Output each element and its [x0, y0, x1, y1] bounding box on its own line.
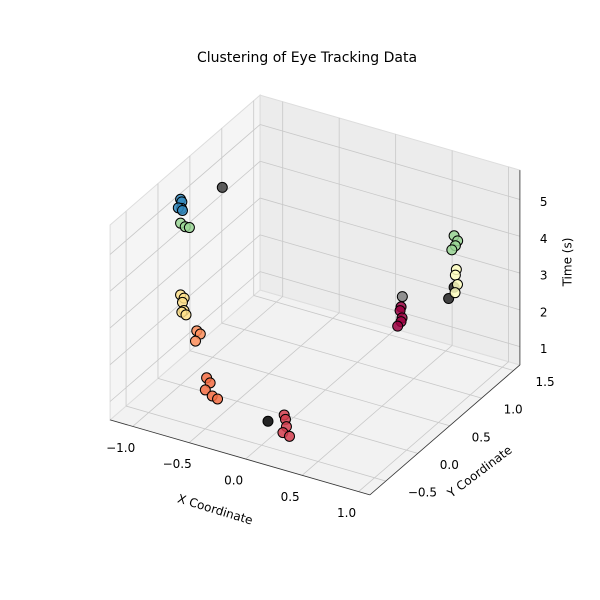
point [396, 291, 408, 303]
y-tick-label: 0.0 [440, 458, 459, 472]
grid-line [188, 312, 340, 444]
point [180, 309, 192, 321]
grid-line [189, 350, 450, 427]
grid-line [109, 124, 261, 255]
grid-line [221, 322, 482, 399]
z-tick-label: 2 [540, 305, 548, 319]
y-tick-label: 1.0 [504, 403, 523, 417]
z-axis-label: Time (s) [561, 238, 575, 288]
grid-line [109, 271, 261, 402]
x-axis-label: X Coordinate [176, 491, 255, 527]
axis-line [109, 419, 371, 496]
grid-line [259, 160, 521, 237]
grid-line [358, 361, 509, 492]
point [199, 384, 211, 396]
grid-line [125, 405, 386, 482]
grid-line [301, 345, 453, 476]
grid-line [259, 197, 521, 274]
y-tick-label: 0.5 [472, 430, 491, 444]
grid-line [245, 328, 396, 460]
z-tick-label: 3 [540, 269, 548, 283]
x-tick-label: −1.0 [106, 441, 135, 455]
grid-line [132, 296, 283, 427]
grid-line [259, 271, 521, 347]
grid-line [259, 234, 521, 311]
point [449, 287, 461, 299]
x-tick-label: 0.0 [224, 474, 243, 488]
z-tick-label: 4 [540, 232, 548, 246]
point [392, 320, 404, 332]
axis-line [369, 364, 521, 496]
grid-line [259, 124, 521, 200]
point [446, 244, 458, 256]
y-tick-label: −0.5 [408, 486, 437, 500]
y-tick-label: 1.5 [536, 375, 555, 389]
grid-line [253, 295, 514, 371]
grid-line [109, 197, 261, 329]
point [449, 269, 461, 281]
point [216, 181, 228, 193]
z-tick-label: 1 [540, 342, 548, 356]
z-tick-label: 5 [540, 195, 548, 209]
point [212, 393, 224, 405]
point [183, 222, 195, 234]
point [176, 204, 188, 216]
point [262, 415, 274, 427]
x-tick-label: 0.5 [281, 490, 300, 504]
point [284, 430, 296, 442]
x-tick-label: −0.5 [163, 457, 192, 471]
chart-title: Clustering of Eye Tracking Data [197, 50, 417, 66]
x-tick-label: 1.0 [337, 506, 356, 520]
point [189, 335, 201, 347]
